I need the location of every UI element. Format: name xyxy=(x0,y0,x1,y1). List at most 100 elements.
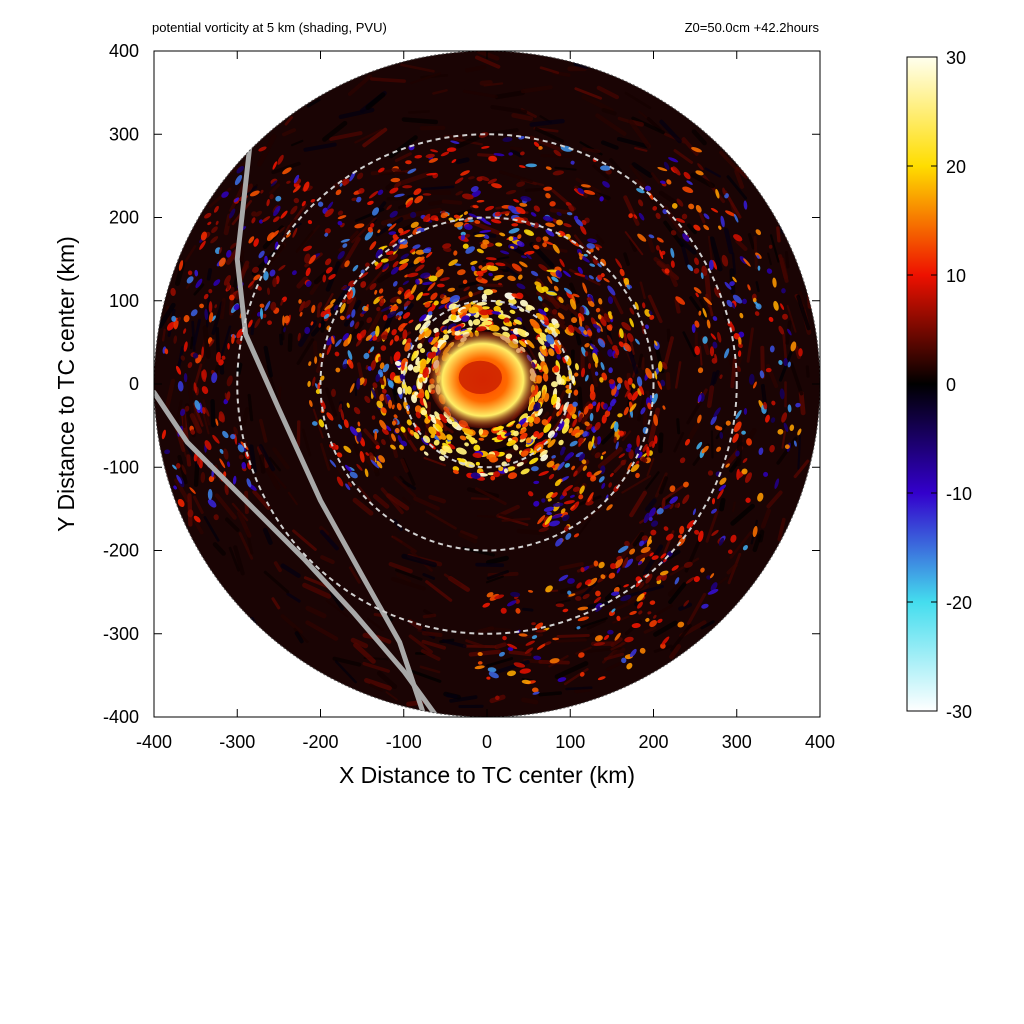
pv-streak xyxy=(778,254,789,283)
pv-filament xyxy=(502,137,513,142)
pv-filament xyxy=(230,434,236,440)
pv-filament xyxy=(435,268,444,278)
pv-streak xyxy=(577,386,584,415)
pv-filament xyxy=(370,359,377,371)
pv-streak xyxy=(665,371,671,391)
pv-eyewall-cell xyxy=(530,320,540,329)
pv-eyewall-cell xyxy=(558,404,564,416)
pv-streak xyxy=(565,304,581,319)
pv-filament xyxy=(551,309,558,315)
pv-filament xyxy=(273,205,281,217)
pv-streak xyxy=(280,614,303,634)
pv-filament xyxy=(626,333,634,342)
x-tick-label: -200 xyxy=(302,732,338,752)
pv-filament xyxy=(519,668,531,674)
pv-filament xyxy=(363,352,370,360)
pv-filament xyxy=(600,273,605,278)
pv-filament xyxy=(480,243,488,249)
pv-filament xyxy=(742,458,748,463)
pv-streak xyxy=(645,471,660,490)
pv-filament xyxy=(352,264,359,272)
pv-filament xyxy=(563,287,573,295)
pv-streak xyxy=(192,318,202,346)
pv-streak xyxy=(455,157,470,165)
pv-streak xyxy=(203,516,220,542)
pv-streak xyxy=(623,195,640,226)
pv-filament xyxy=(682,494,690,505)
pv-filament xyxy=(661,361,668,370)
pv-filament xyxy=(425,251,433,258)
pv-filament xyxy=(655,212,661,220)
pv-filament xyxy=(462,193,474,200)
pv-filament xyxy=(660,553,667,559)
pv-filament xyxy=(566,212,573,216)
pv-filament xyxy=(663,526,669,531)
pv-filament xyxy=(487,178,498,184)
pv-filament xyxy=(266,198,270,207)
pv-eyewall-cell xyxy=(400,426,406,433)
pv-streak xyxy=(735,238,748,252)
pv-filament xyxy=(367,366,372,372)
pv-filament xyxy=(564,451,574,462)
pv-eyewall-cell xyxy=(431,346,438,353)
pv-eyewall-cell xyxy=(527,305,533,312)
pv-filament xyxy=(415,278,420,285)
pv-streak xyxy=(631,116,665,135)
pv-filament xyxy=(582,465,587,471)
pv-filament xyxy=(253,274,261,281)
pv-filament xyxy=(606,324,613,331)
pv-filament xyxy=(486,676,491,680)
pv-streak xyxy=(262,527,273,545)
pv-filament xyxy=(526,253,532,260)
pv-streak xyxy=(441,199,463,205)
pv-filament xyxy=(620,459,626,466)
pv-filament xyxy=(787,404,792,413)
pv-filament xyxy=(320,375,325,381)
pv-streak xyxy=(336,467,352,486)
pv-filament xyxy=(226,461,231,468)
pv-filament xyxy=(674,577,680,585)
pv-filament xyxy=(651,555,659,560)
pv-filament xyxy=(618,430,624,436)
pv-eyewall-cell xyxy=(545,334,555,345)
pv-filament xyxy=(422,193,432,196)
pv-eyewall-cell xyxy=(553,344,560,354)
pv-filament xyxy=(252,266,259,274)
pv-streak xyxy=(689,296,707,321)
pv-eyewall-cell xyxy=(553,365,560,373)
pv-streak xyxy=(212,542,226,556)
pv-filament xyxy=(684,438,691,446)
pv-streak xyxy=(345,296,357,321)
pv-filament xyxy=(624,636,634,643)
pv-filament xyxy=(482,602,491,608)
pv-filament xyxy=(649,507,656,518)
pv-filament xyxy=(262,313,267,319)
pv-filament xyxy=(573,215,579,221)
pv-filament xyxy=(619,268,625,277)
pv-filament xyxy=(547,276,553,284)
pv-filament xyxy=(481,219,492,225)
pv-streak xyxy=(175,399,183,425)
pv-filament xyxy=(404,290,413,300)
pv-filament xyxy=(633,214,638,219)
pv-filament xyxy=(548,473,555,480)
pv-filament xyxy=(678,534,683,539)
pv-filament xyxy=(194,400,201,411)
pv-filament xyxy=(778,325,785,335)
pv-eyewall-cell xyxy=(500,314,511,319)
pv-filament xyxy=(629,403,637,412)
pv-filament xyxy=(282,167,292,175)
pv-filament xyxy=(360,269,365,274)
pv-filament xyxy=(414,154,423,159)
pv-filament xyxy=(553,149,562,157)
pv-filament xyxy=(377,229,381,234)
pv-eyewall-cell xyxy=(519,428,527,435)
pv-filament xyxy=(543,186,553,191)
pv-filament xyxy=(708,259,714,271)
pv-streak xyxy=(499,170,534,184)
pv-streak xyxy=(611,292,624,315)
pv-filament xyxy=(644,185,652,192)
pv-eyewall-cell xyxy=(465,435,474,441)
pv-eyewall-cell xyxy=(505,453,513,459)
pv-filament xyxy=(176,474,183,484)
